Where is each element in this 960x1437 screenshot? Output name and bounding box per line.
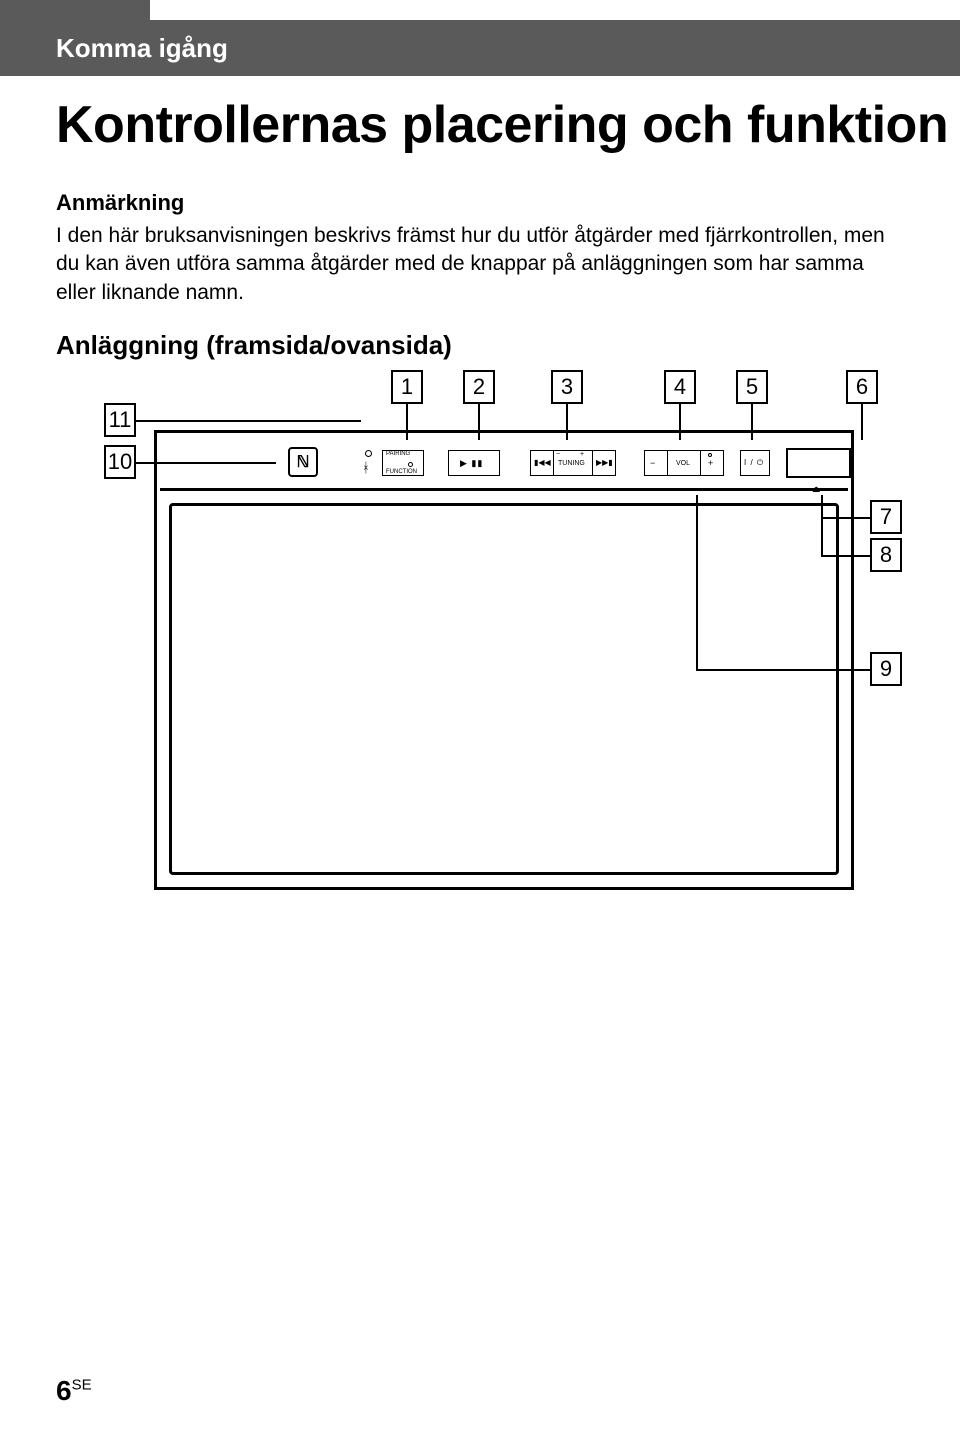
note-body: I den här bruksanvisningen beskrivs främ… — [56, 222, 904, 307]
prev-icon: ▮◀◀ — [534, 458, 551, 467]
function-label: FUNCTION — [386, 469, 417, 476]
callout-7: 7 — [870, 500, 902, 534]
callout-5: 5 — [736, 370, 768, 404]
note-heading: Anmärkning — [56, 190, 184, 216]
eject-icon: ⏏ — [812, 484, 821, 495]
play-pause-icon: ▶ ▮▮ — [460, 458, 483, 469]
vol-label: VOL — [676, 460, 690, 467]
callout-8: 8 — [870, 538, 902, 572]
callout-2: 2 — [463, 370, 495, 404]
tuning-minus: − — [556, 451, 560, 458]
nfc-icon: ℕ — [288, 447, 318, 477]
callout-10: 10 — [104, 445, 136, 479]
callout-1: 1 — [391, 370, 423, 404]
bluetooth-led — [365, 450, 372, 457]
vol-plus-icon: + — [708, 458, 713, 468]
pairing-indicator — [408, 462, 413, 467]
callout-11: 11 — [104, 403, 136, 437]
vol-tactile-dot — [708, 453, 712, 457]
page-title: Kontrollernas placering och funktion — [56, 95, 948, 155]
section-header-text: Komma igång — [56, 33, 228, 64]
tuning-label: TUNING — [558, 460, 585, 467]
device-front-panel — [169, 503, 839, 875]
leader-6 — [861, 404, 863, 440]
tuning-plus: + — [580, 451, 584, 458]
device-outline: ℕ ᚼ PAIRING FUNCTION ▶ ▮▮ ▮◀◀ ▶▶▮ − + TU… — [154, 430, 854, 890]
callout-6: 6 — [846, 370, 878, 404]
callout-4: 4 — [664, 370, 696, 404]
pairing-label: PAIRING — [386, 451, 410, 458]
vol-minus-icon: − — [650, 458, 655, 468]
bluetooth-icon: ᚼ — [362, 460, 370, 475]
callout-9: 9 — [870, 652, 902, 686]
callout-3: 3 — [551, 370, 583, 404]
power-icon: I / ⏻ — [744, 458, 764, 468]
display-window — [786, 448, 851, 478]
page-number: 6SE — [56, 1375, 92, 1407]
leader-11 — [136, 420, 361, 422]
device-control-strip: ℕ ᚼ PAIRING FUNCTION ▶ ▮▮ ▮◀◀ ▶▶▮ − + TU… — [160, 436, 848, 491]
section-header-bar: Komma igång — [0, 20, 960, 76]
diagram-heading: Anläggning (framsida/ovansida) — [56, 330, 452, 361]
next-icon: ▶▶▮ — [596, 458, 613, 467]
top-accent-rule — [0, 0, 150, 20]
vol-down-button — [644, 450, 668, 476]
device-diagram: 1 2 3 4 5 6 7 8 9 10 11 ℕ — [56, 370, 904, 930]
